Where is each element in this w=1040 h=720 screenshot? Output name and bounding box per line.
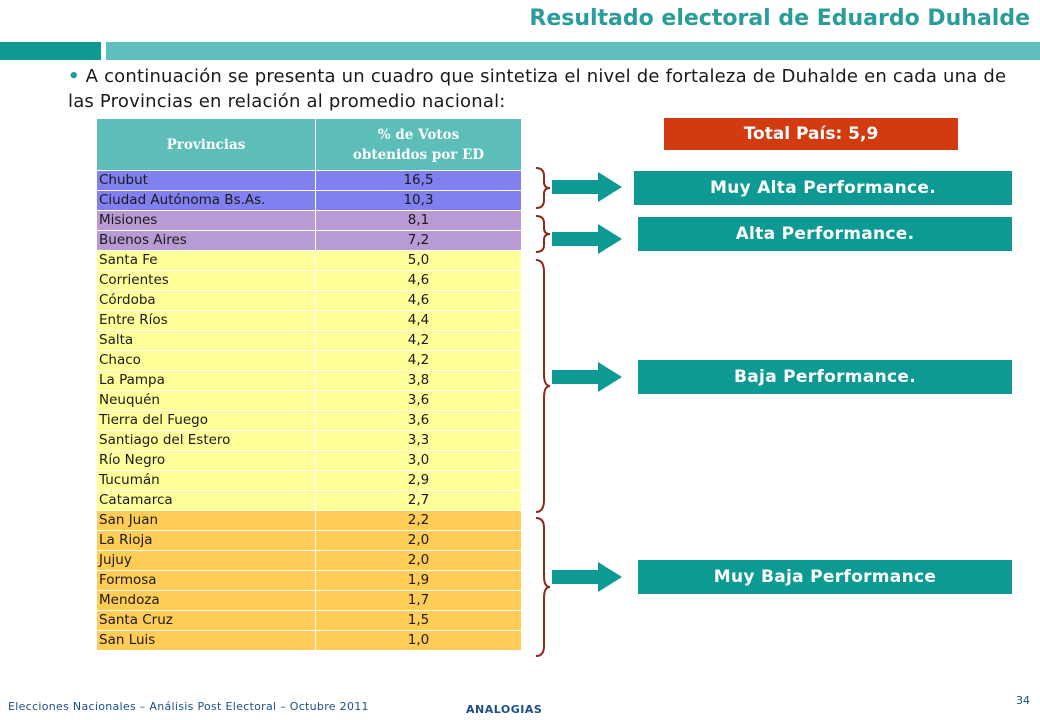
bullet-icon: •	[68, 66, 80, 87]
table-row: Formosa 1,9	[96, 570, 522, 591]
vote-percent-cell: 4,2	[315, 350, 522, 371]
brace-icon	[535, 215, 551, 253]
province-name-cell: Santa Cruz	[96, 610, 316, 631]
table-row: Neuquén 3,6	[96, 390, 522, 411]
table-row: Entre Ríos 4,4	[96, 310, 522, 331]
muy-alta-performance-label: Muy Alta Performance.	[634, 171, 1012, 205]
vote-percent-cell: 2,0	[315, 550, 522, 571]
province-name-cell: Formosa	[96, 570, 316, 591]
province-name-cell: Entre Ríos	[96, 310, 316, 331]
intro-paragraph: • A continuación se presenta un cuadro q…	[68, 64, 1008, 114]
footer-text: Elecciones Nacionales – Análisis Post El…	[8, 700, 369, 713]
table-row: Santa Fe 5,0	[96, 250, 522, 271]
vote-percent-cell: 1,9	[315, 570, 522, 591]
table-row: Santa Cruz 1,5	[96, 610, 522, 631]
page-number: 34	[1016, 694, 1030, 707]
vote-percent-cell: 8,1	[315, 210, 522, 231]
province-name-cell: Chubut	[96, 170, 316, 191]
arrow-right-icon	[552, 362, 622, 392]
header-bar-left	[0, 42, 101, 60]
col-header-provincias: Provincias	[96, 118, 316, 171]
provinces-table-body: Chubut 16,5 Ciudad Autónoma Bs.As. 10,3 Misi…	[96, 170, 522, 651]
province-name-cell: Neuquén	[96, 390, 316, 411]
vote-percent-cell: 2,2	[315, 510, 522, 531]
province-name-cell: Córdoba	[96, 290, 316, 311]
province-name-cell: San Luis	[96, 630, 316, 651]
table-row: Tucumán 2,9	[96, 470, 522, 491]
baja-performance-label: Baja Performance.	[638, 360, 1012, 394]
table-row: Chaco 4,2	[96, 350, 522, 371]
vote-percent-cell: 3,6	[315, 390, 522, 411]
province-name-cell: Catamarca	[96, 490, 316, 511]
vote-percent-cell: 4,6	[315, 290, 522, 311]
vote-percent-cell: 3,6	[315, 410, 522, 431]
vote-percent-cell: 4,2	[315, 330, 522, 351]
header-bar-right	[106, 42, 1040, 60]
province-name-cell: Corrientes	[96, 270, 316, 291]
vote-percent-cell: 2,0	[315, 530, 522, 551]
table-row: La Rioja 2,0	[96, 530, 522, 551]
table-row: La Pampa 3,8	[96, 370, 522, 391]
province-name-cell: La Pampa	[96, 370, 316, 391]
arrow-right-icon	[552, 562, 622, 592]
muy-baja-performance-label: Muy Baja Performance	[638, 560, 1012, 594]
province-name-cell: Chaco	[96, 350, 316, 371]
vote-percent-cell: 5,0	[315, 250, 522, 271]
total-pais-badge: Total País: 5,9	[664, 118, 958, 150]
vote-percent-cell: 3,3	[315, 430, 522, 451]
province-name-cell: Santa Fe	[96, 250, 316, 271]
alta-performance-label: Alta Performance.	[638, 217, 1012, 251]
vote-percent-cell: 3,0	[315, 450, 522, 471]
vote-percent-cell: 3,8	[315, 370, 522, 391]
table-row: Mendoza 1,7	[96, 590, 522, 611]
province-name-cell: Buenos Aires	[96, 230, 316, 251]
table-row: Santiago del Estero 3,3	[96, 430, 522, 451]
table-row: Jujuy 2,0	[96, 550, 522, 571]
vote-percent-cell: 1,5	[315, 610, 522, 631]
table-row: Catamarca 2,7	[96, 490, 522, 511]
table-row: Córdoba 4,6	[96, 290, 522, 311]
province-name-cell: San Juan	[96, 510, 316, 531]
table-row: Ciudad Autónoma Bs.As. 10,3	[96, 190, 522, 211]
table-row: San Luis 1,0	[96, 630, 522, 651]
vote-percent-cell: 1,0	[315, 630, 522, 651]
vote-percent-cell: 7,2	[315, 230, 522, 251]
table-row: San Juan 2,2	[96, 510, 522, 531]
vote-percent-cell: 16,5	[315, 170, 522, 191]
arrow-right-icon	[552, 224, 622, 254]
vote-percent-cell: 2,9	[315, 470, 522, 491]
province-name-cell: Jujuy	[96, 550, 316, 571]
table-row: Buenos Aires 7,2	[96, 230, 522, 251]
vote-percent-cell: 2,7	[315, 490, 522, 511]
province-name-cell: La Rioja	[96, 530, 316, 551]
table-row: Misiones 8,1	[96, 210, 522, 231]
brace-icon	[535, 517, 551, 657]
vote-percent-cell: 1,7	[315, 590, 522, 611]
province-name-cell: Tierra del Fuego	[96, 410, 316, 431]
province-name-cell: Salta	[96, 330, 316, 351]
col-header-votos: % de Votos obtenidos por ED	[315, 118, 522, 171]
table-row: Tierra del Fuego 3,6	[96, 410, 522, 431]
vote-percent-cell: 10,3	[315, 190, 522, 211]
brace-icon	[535, 167, 551, 209]
slide-title: Resultado electoral de Eduardo Duhalde	[529, 6, 1030, 31]
table-row: Corrientes 4,6	[96, 270, 522, 291]
intro-text: A continuación se presenta un cuadro que…	[68, 66, 1007, 112]
brace-icon	[535, 259, 551, 513]
table-row: Chubut 16,5	[96, 170, 522, 191]
province-name-cell: Ciudad Autónoma Bs.As.	[96, 190, 316, 211]
vote-percent-cell: 4,4	[315, 310, 522, 331]
province-name-cell: Misiones	[96, 210, 316, 231]
analogias-logo: ANALOGIAS	[466, 703, 543, 716]
province-name-cell: Mendoza	[96, 590, 316, 611]
province-name-cell: Río Negro	[96, 450, 316, 471]
arrow-right-icon	[552, 172, 622, 202]
province-name-cell: Santiago del Estero	[96, 430, 316, 451]
provinces-table: Provincias % de Votos obtenidos por ED C…	[96, 118, 522, 651]
table-row: Río Negro 3,0	[96, 450, 522, 471]
vote-percent-cell: 4,6	[315, 270, 522, 291]
province-name-cell: Tucumán	[96, 470, 316, 491]
table-row: Salta 4,2	[96, 330, 522, 351]
